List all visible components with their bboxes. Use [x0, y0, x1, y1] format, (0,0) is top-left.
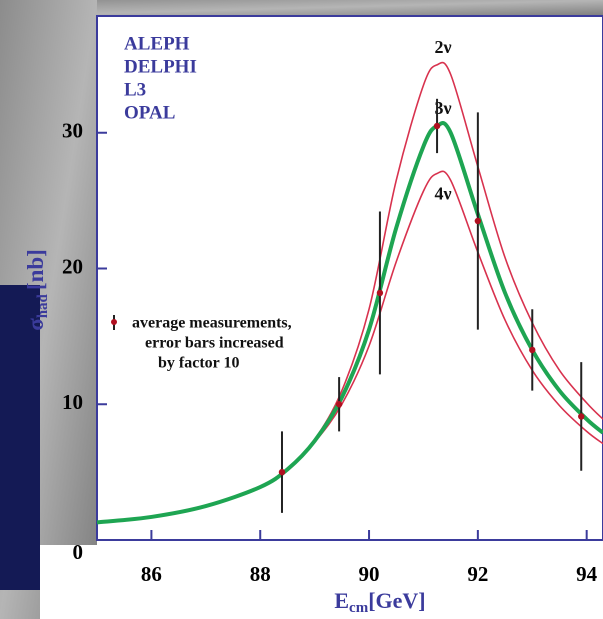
y-label-sub: had: [35, 293, 51, 318]
y-label-unit: [nb]: [23, 249, 48, 290]
x-tick-label: 86: [141, 562, 162, 586]
curve-label: 2ν: [435, 37, 452, 57]
x-label-main: E: [334, 588, 349, 613]
curve-label: 3ν: [435, 98, 452, 118]
plot-area: [96, 15, 603, 541]
curve-label: 4ν: [435, 184, 452, 204]
axis-label-area: [40, 545, 603, 619]
x-tick-label: 88: [250, 562, 271, 586]
plot: 0 10 20 30 86 88 90 92 94 2ν 4ν 3ν ALEPHDELPHIL3OPAL…: [62, 33, 603, 586]
legend-entry: DELPHI: [124, 56, 197, 77]
background-strip: [0, 0, 603, 16]
legend-entry: OPAL: [124, 102, 175, 123]
y-tick-label: 20: [62, 254, 83, 278]
y-tick-label: 30: [62, 119, 83, 143]
data-point: [578, 413, 585, 420]
annotation-marker-dot: [111, 319, 117, 325]
x-tick-label: 92: [467, 562, 488, 586]
data-point: [335, 401, 343, 408]
x-label-unit: [GeV]: [368, 588, 425, 613]
y-tick-label: 0: [73, 540, 84, 564]
y-tick-label: 10: [62, 390, 83, 414]
annotation: average measurements,: [132, 315, 292, 332]
data-point: [529, 346, 536, 354]
annotation: by factor 10: [158, 355, 239, 372]
x-tick-label: 94: [576, 562, 598, 586]
annotation: error bars increased: [145, 335, 284, 352]
x-axis-label: Ecm[GeV]: [334, 588, 425, 616]
data-point: [433, 122, 441, 130]
background-panel: [0, 285, 40, 590]
legend-entry: ALEPH: [124, 33, 190, 54]
y-label-main: σ: [23, 318, 48, 331]
data-point: [376, 289, 384, 297]
data-point: [278, 468, 286, 476]
legend-entry: L3: [124, 79, 146, 100]
x-tick-label: 90: [359, 562, 380, 586]
y-axis-label: σhad [nb]: [23, 249, 51, 331]
x-label-sub: cm: [349, 600, 369, 616]
data-point: [474, 217, 482, 225]
